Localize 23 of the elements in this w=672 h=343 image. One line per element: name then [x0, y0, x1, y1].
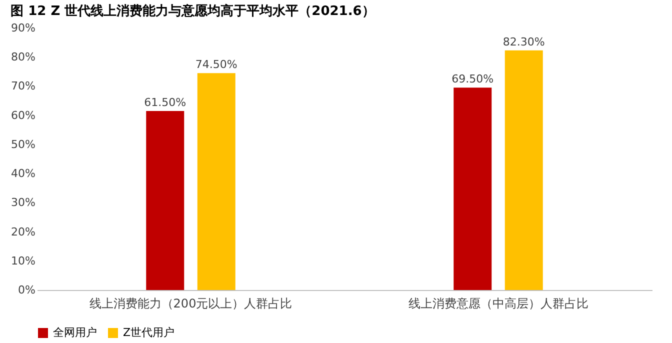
- legend-label: Z世代用户: [123, 326, 175, 339]
- bar: [146, 110, 184, 290]
- bar: [454, 88, 492, 290]
- y-tick-label: 70%: [11, 80, 36, 93]
- y-tick-label: 40%: [11, 167, 36, 180]
- legend-label: 全网用户: [53, 326, 97, 339]
- bar: [197, 73, 236, 290]
- y-tick-label: 90%: [11, 22, 36, 34]
- data-label: 61.50%: [144, 96, 186, 109]
- x-tick-label: 线上消费能力（200元以上）人群占比: [89, 296, 292, 310]
- data-label: 74.50%: [195, 58, 238, 72]
- y-tick-label: 10%: [11, 254, 36, 268]
- data-label: 82.30%: [502, 35, 545, 48]
- bar: [504, 50, 543, 290]
- y-tick-label: 50%: [11, 138, 36, 151]
- y-tick-label: 30%: [11, 196, 36, 210]
- y-tick-label: 0%: [18, 284, 36, 296]
- y-tick-label: 80%: [11, 50, 36, 64]
- y-tick-label: 20%: [11, 225, 36, 238]
- x-tick-label: 线上消费意愿（中高层）人群占比: [408, 296, 588, 310]
- chart-title: 图 12 Z 世代线上消费能力与意愿均高于平均水平（2021.6）: [10, 3, 375, 19]
- y-tick-label: 60%: [11, 108, 36, 122]
- data-label: 69.50%: [452, 72, 494, 86]
